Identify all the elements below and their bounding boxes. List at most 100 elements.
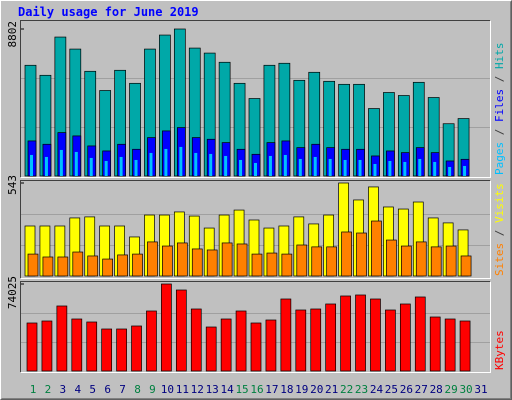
x-tick-label: 17: [265, 383, 278, 396]
bar: [146, 310, 157, 372]
bar: [179, 146, 183, 176]
bar: [239, 159, 243, 176]
x-tick-label: 29: [445, 383, 458, 396]
bar: [147, 241, 158, 277]
legend-entry: Files: [493, 89, 506, 122]
bar: [134, 159, 138, 176]
bar: [414, 296, 426, 372]
x-tick-label: 11: [176, 383, 189, 396]
legend: Sites / Visits: [493, 183, 506, 276]
x-tick-label: 30: [459, 383, 472, 396]
bar: [343, 159, 347, 176]
bar: [355, 294, 366, 372]
bar: [268, 155, 272, 176]
bar: [250, 322, 262, 372]
bar: [296, 244, 308, 277]
x-tick-label: 28: [430, 383, 443, 396]
bar: [399, 303, 411, 372]
bar: [175, 289, 187, 372]
x-tick-label: 12: [191, 383, 204, 396]
bar: [72, 251, 84, 277]
bar: [429, 316, 441, 372]
bar: [266, 252, 278, 277]
x-tick-label: 1: [30, 383, 37, 396]
bar: [310, 308, 322, 372]
bar: [254, 162, 257, 176]
bar: [74, 151, 78, 176]
bar: [448, 166, 452, 176]
bar: [460, 255, 472, 277]
bar: [87, 255, 99, 277]
bar: [191, 248, 203, 277]
bar: [313, 156, 317, 176]
bar: [30, 154, 33, 176]
y-tick-label: 74025: [6, 276, 19, 309]
bar: [445, 245, 457, 277]
bar: [385, 309, 396, 372]
panel-border: [20, 281, 491, 373]
bar: [326, 246, 338, 277]
y-tick-label: 543: [6, 175, 19, 195]
bar: [295, 309, 307, 372]
bar: [206, 249, 218, 277]
bar: [388, 160, 392, 176]
x-tick-label: 7: [119, 383, 126, 396]
x-tick-label: 26: [400, 383, 413, 396]
bar: [444, 318, 456, 372]
x-tick-label: 22: [340, 383, 353, 396]
legend-entry: Visits: [493, 183, 506, 223]
bar: [283, 154, 287, 176]
bar: [280, 298, 292, 372]
x-tick-label: 5: [89, 383, 96, 396]
panel-border: [20, 20, 491, 178]
bar: [104, 160, 108, 176]
bar: [356, 232, 367, 277]
bar: [358, 159, 362, 176]
bar: [89, 157, 93, 176]
panel-border: [20, 180, 491, 279]
x-tick-label: 20: [310, 383, 323, 396]
bar: [340, 295, 351, 372]
x-tick-label: 15: [235, 383, 248, 396]
bar: [161, 283, 172, 372]
bar: [235, 310, 247, 372]
bar: [298, 158, 302, 176]
x-tick-label: 13: [206, 383, 219, 396]
bar: [459, 320, 471, 372]
panel-border: [20, 180, 491, 279]
legend-entry: KBytes: [493, 330, 506, 370]
bar: [71, 318, 83, 372]
bar: [194, 152, 198, 176]
x-tick-label: 3: [60, 383, 67, 396]
bar: [251, 253, 263, 277]
x-tick-label: 27: [415, 383, 428, 396]
x-tick-label: 8: [134, 383, 141, 396]
bar: [162, 245, 173, 277]
bar: [236, 243, 248, 277]
bar: [117, 254, 128, 277]
chart-title: Daily usage for June 2019: [18, 5, 199, 19]
x-tick-label: 25: [385, 383, 398, 396]
bar: [224, 155, 228, 176]
bar: [373, 163, 377, 176]
x-tick-label: 31: [474, 383, 487, 396]
bar: [415, 241, 427, 277]
bar: [281, 253, 293, 277]
bar: [463, 165, 467, 176]
bar: [57, 256, 69, 277]
x-tick-label: 6: [104, 383, 111, 396]
bar: [27, 253, 39, 277]
bar: [209, 153, 213, 176]
x-tick-label: 16: [250, 383, 263, 396]
x-tick-label: 9: [149, 383, 156, 396]
bar: [116, 328, 127, 372]
y-tick-label: 8802: [6, 21, 19, 48]
x-tick-label: 14: [221, 383, 235, 396]
legend-separator: /: [493, 223, 506, 243]
bar: [86, 321, 98, 372]
legend: KBytes: [493, 330, 506, 370]
bar: [205, 326, 217, 372]
legend-entry: Sites: [493, 243, 506, 276]
x-tick-label: 10: [161, 383, 174, 396]
bar: [176, 242, 188, 277]
